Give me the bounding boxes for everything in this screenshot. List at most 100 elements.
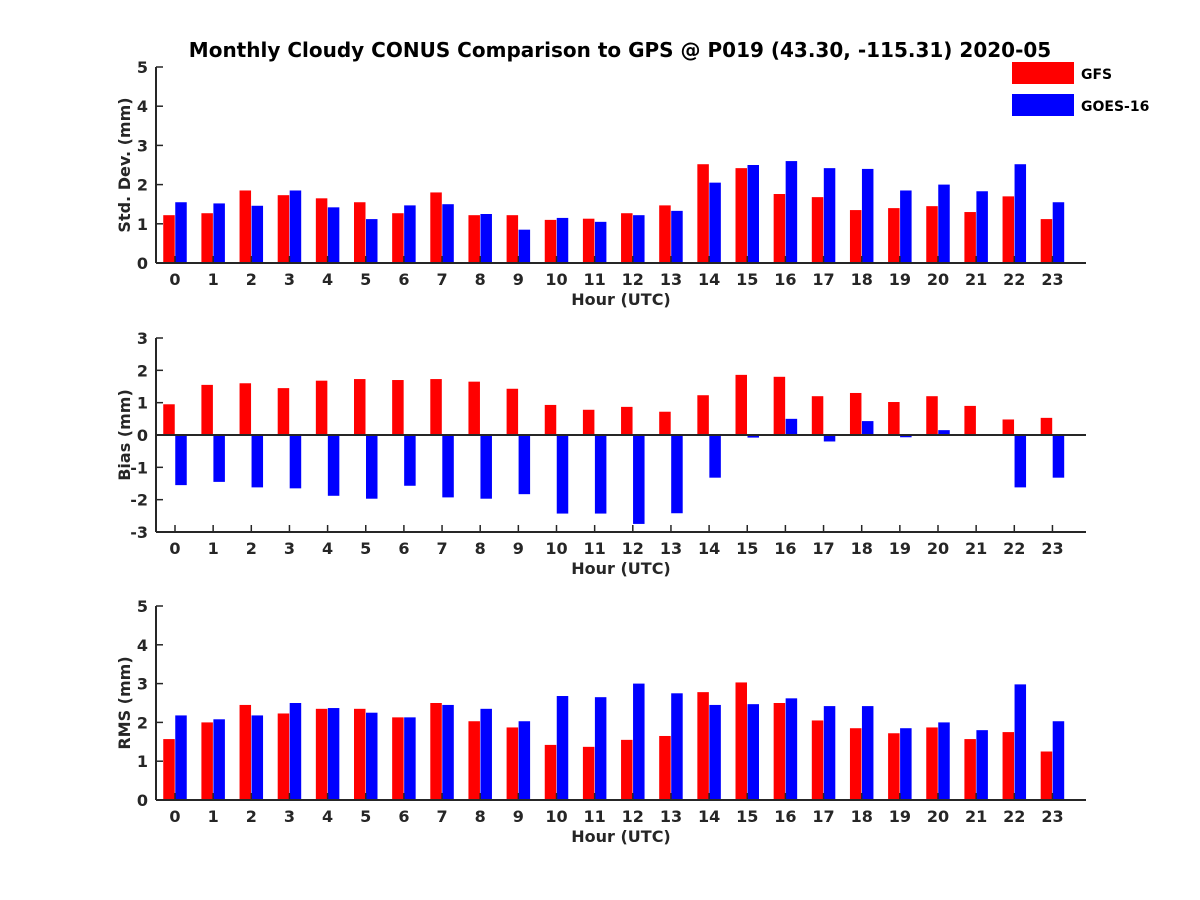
x-tick-label-std-9: 9 xyxy=(513,270,524,289)
y-axis-label-rms: RMS (mm) xyxy=(115,656,134,749)
bar-rms-gfs-12 xyxy=(621,739,633,800)
bar-rms-goes-16-5 xyxy=(366,712,378,800)
bar-bias-gfs-19 xyxy=(888,402,900,435)
bar-bias-goes-16-11 xyxy=(594,435,607,514)
bar-std-gfs-15 xyxy=(735,168,747,263)
bar-bias-gfs-23 xyxy=(1040,417,1053,435)
bar-rms-goes-16-17 xyxy=(823,706,836,800)
x-tick-label-bias-13: 13 xyxy=(660,539,682,558)
x-tick-label-std-8: 8 xyxy=(475,270,486,289)
bar-std-gfs-10 xyxy=(544,219,557,263)
bar-std-goes-16-7 xyxy=(442,204,454,263)
x-tick-label-bias-15: 15 xyxy=(736,539,758,558)
x-tick-label-std-3: 3 xyxy=(284,270,295,289)
x-tick-label-rms-15: 15 xyxy=(736,807,758,826)
y-tick-label-rms-4: 4 xyxy=(137,636,148,655)
bar-bias-gfs-20 xyxy=(926,396,938,435)
x-tick-label-bias-1: 1 xyxy=(208,539,219,558)
x-tick-label-rms-21: 21 xyxy=(965,807,987,826)
bar-rms-goes-16-16 xyxy=(785,698,798,800)
x-tick-label-bias-7: 7 xyxy=(436,539,447,558)
x-tick-label-rms-10: 10 xyxy=(545,807,567,826)
y-tick-label-bias-3: 3 xyxy=(137,329,148,348)
bar-rms-gfs-19 xyxy=(888,733,900,800)
bar-std-gfs-19 xyxy=(888,208,900,263)
bar-std-gfs-2 xyxy=(239,190,252,263)
x-tick-label-rms-3: 3 xyxy=(284,807,295,826)
x-tick-label-std-6: 6 xyxy=(398,270,409,289)
bar-rms-goes-16-12 xyxy=(633,683,645,800)
bar-rms-goes-16-19 xyxy=(900,728,912,800)
bar-std-goes-16-5 xyxy=(366,219,378,263)
x-tick-label-bias-3: 3 xyxy=(284,539,295,558)
bar-bias-goes-16-13 xyxy=(671,435,683,514)
bar-bias-gfs-8 xyxy=(468,381,480,435)
bar-bias-gfs-0 xyxy=(163,404,175,435)
x-tick-label-std-22: 22 xyxy=(1003,270,1025,289)
bar-std-goes-16-17 xyxy=(823,168,836,263)
bar-std-goes-16-21 xyxy=(976,191,988,263)
bar-bias-gfs-9 xyxy=(506,388,519,435)
bar-rms-gfs-14 xyxy=(697,692,709,800)
x-tick-label-bias-5: 5 xyxy=(360,539,371,558)
bar-bias-goes-16-10 xyxy=(556,435,569,514)
bar-bias-gfs-12 xyxy=(621,406,633,435)
bar-rms-goes-16-8 xyxy=(480,708,492,800)
bar-rms-goes-16-18 xyxy=(861,706,874,800)
bar-std-goes-16-11 xyxy=(594,221,607,263)
x-tick-label-rms-20: 20 xyxy=(927,807,949,826)
x-tick-label-std-5: 5 xyxy=(360,270,371,289)
bar-bias-goes-16-1 xyxy=(213,435,225,482)
bar-bias-goes-16-2 xyxy=(251,435,264,488)
x-tick-label-std-1: 1 xyxy=(208,270,219,289)
bar-rms-goes-16-15 xyxy=(747,704,759,800)
x-tick-label-rms-13: 13 xyxy=(660,807,682,826)
legend-swatch-goes-16 xyxy=(1012,94,1074,116)
bar-rms-goes-16-22 xyxy=(1014,684,1027,800)
x-tick-label-std-15: 15 xyxy=(736,270,758,289)
bar-bias-gfs-17 xyxy=(811,396,824,435)
bar-std-gfs-11 xyxy=(582,218,595,263)
x-tick-label-bias-11: 11 xyxy=(584,539,606,558)
y-tick-label-rms-2: 2 xyxy=(137,713,148,732)
x-tick-label-bias-23: 23 xyxy=(1041,539,1063,558)
x-tick-label-std-4: 4 xyxy=(322,270,333,289)
x-tick-label-std-12: 12 xyxy=(622,270,644,289)
bar-rms-goes-16-2 xyxy=(251,715,264,800)
x-tick-label-rms-19: 19 xyxy=(889,807,911,826)
bar-std-gfs-21 xyxy=(964,212,976,263)
x-axis-label-bias: Hour (UTC) xyxy=(571,559,671,578)
bar-std-gfs-23 xyxy=(1040,219,1053,263)
x-axis-label-rms: Hour (UTC) xyxy=(571,827,671,846)
x-tick-label-std-19: 19 xyxy=(889,270,911,289)
x-tick-label-std-13: 13 xyxy=(660,270,682,289)
x-tick-label-std-20: 20 xyxy=(927,270,949,289)
bar-bias-gfs-6 xyxy=(392,380,404,435)
bar-std-goes-16-0 xyxy=(175,202,187,263)
bar-bias-goes-16-9 xyxy=(518,435,531,495)
y-tick-label-bias-0: 0 xyxy=(137,426,148,445)
x-tick-label-rms-4: 4 xyxy=(322,807,333,826)
x-axis-label-std: Hour (UTC) xyxy=(571,290,671,309)
bar-bias-gfs-7 xyxy=(430,379,442,435)
chart-title: Monthly Cloudy CONUS Comparison to GPS @… xyxy=(189,38,1051,62)
bar-bias-gfs-18 xyxy=(849,392,862,435)
bar-bias-goes-16-14 xyxy=(709,435,721,478)
x-tick-label-bias-9: 9 xyxy=(513,539,524,558)
bar-std-goes-16-19 xyxy=(900,190,912,263)
bar-bias-gfs-5 xyxy=(354,379,366,435)
bar-std-gfs-20 xyxy=(926,206,938,263)
x-tick-label-rms-2: 2 xyxy=(246,807,257,826)
bar-std-goes-16-3 xyxy=(289,190,302,263)
bar-std-gfs-3 xyxy=(277,195,290,263)
bar-std-gfs-5 xyxy=(354,202,366,263)
bar-rms-goes-16-9 xyxy=(518,721,531,800)
bar-rms-gfs-10 xyxy=(544,744,557,800)
y-tick-label-std-0: 0 xyxy=(137,254,148,273)
y-tick-label-rms-5: 5 xyxy=(137,597,148,616)
x-tick-label-rms-12: 12 xyxy=(622,807,644,826)
y-tick-label-bias--3: -3 xyxy=(130,523,148,542)
bar-rms-gfs-20 xyxy=(926,727,938,800)
